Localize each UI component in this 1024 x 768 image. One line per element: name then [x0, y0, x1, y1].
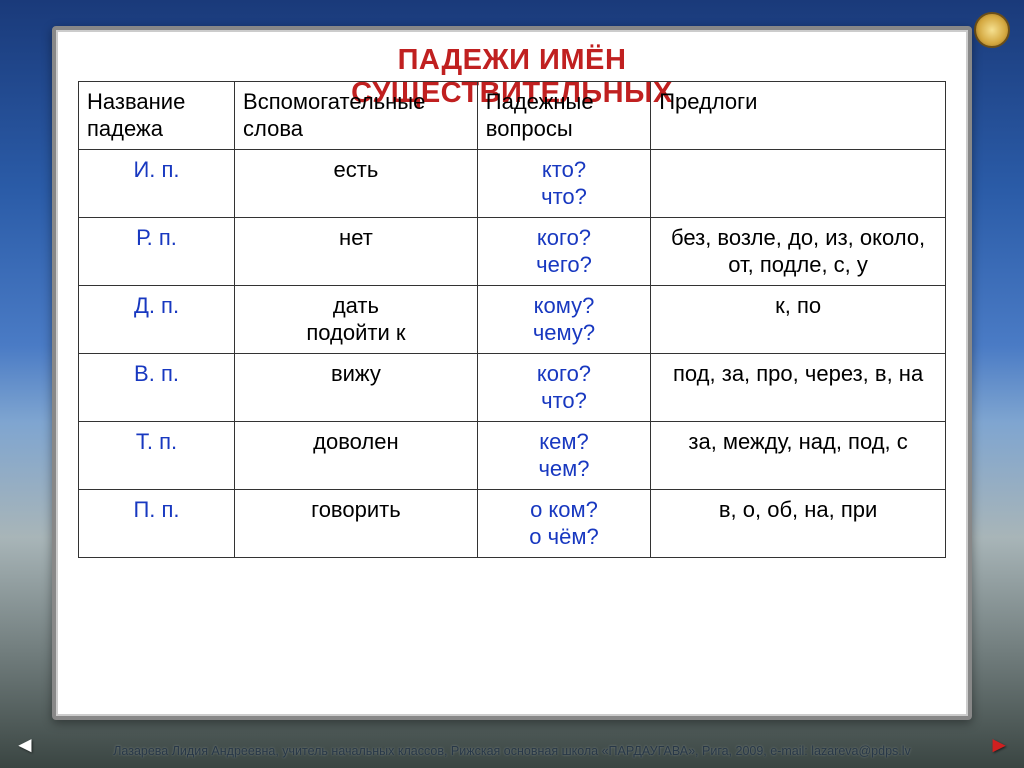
cell-aux: нет [235, 217, 478, 285]
cases-table: Название падежа Вспомогательные слова Па… [78, 81, 946, 558]
cell-question: о ком? о чём? [477, 489, 650, 557]
cell-case: И. п. [79, 149, 235, 217]
cell-case: Т. п. [79, 421, 235, 489]
table-row: В. п. вижу кого? что? под, за, про, чере… [79, 353, 946, 421]
cell-aux: говорить [235, 489, 478, 557]
cell-case: П. п. [79, 489, 235, 557]
nav-next-icon[interactable]: ► [988, 732, 1010, 758]
cell-case: Д. п. [79, 285, 235, 353]
table-row: Р. п. нет кого? чего? без, возле, до, из… [79, 217, 946, 285]
cell-aux: вижу [235, 353, 478, 421]
cell-case: Р. п. [79, 217, 235, 285]
badge-emblem [974, 12, 1010, 48]
nav-prev-icon[interactable]: ◄ [14, 732, 36, 758]
table-header-row: Название падежа Вспомогательные слова Па… [79, 81, 946, 149]
footer-credit: Лазарева Лидия Андреевна, учитель началь… [0, 744, 1024, 758]
cell-question: кого? чего? [477, 217, 650, 285]
cell-prep: без, возле, до, из, около, от, подле, с,… [651, 217, 946, 285]
cell-aux: доволен [235, 421, 478, 489]
cell-prep: к, по [651, 285, 946, 353]
table-row: П. п. говорить о ком? о чём? в, о, об, н… [79, 489, 946, 557]
col-header-aux: Вспомогательные слова [235, 81, 478, 149]
cell-question: кому? чему? [477, 285, 650, 353]
cell-prep: под, за, про, через, в, на [651, 353, 946, 421]
cell-question: кем? чем? [477, 421, 650, 489]
cell-aux: есть [235, 149, 478, 217]
title-line-1: ПАДЕЖИ ИМЁН [78, 44, 946, 77]
table-row: И. п. есть кто? что? [79, 149, 946, 217]
slide-panel: ПАДЕЖИ ИМЁН СУЩЕСТВИТЕЛЬНЫХ Название пад… [52, 26, 972, 720]
cell-question: кто? что? [477, 149, 650, 217]
col-header-preps: Предлоги [651, 81, 946, 149]
col-header-case: Название падежа [79, 81, 235, 149]
col-header-questions: Падежные вопросы [477, 81, 650, 149]
cell-aux: дать подойти к [235, 285, 478, 353]
table-row: Д. п. дать подойти к кому? чему? к, по [79, 285, 946, 353]
cell-prep: в, о, об, на, при [651, 489, 946, 557]
cell-prep [651, 149, 946, 217]
cell-prep: за, между, над, под, с [651, 421, 946, 489]
cell-case: В. п. [79, 353, 235, 421]
table-row: Т. п. доволен кем? чем? за, между, над, … [79, 421, 946, 489]
cell-question: кого? что? [477, 353, 650, 421]
table-wrap: Название падежа Вспомогательные слова Па… [78, 81, 946, 706]
